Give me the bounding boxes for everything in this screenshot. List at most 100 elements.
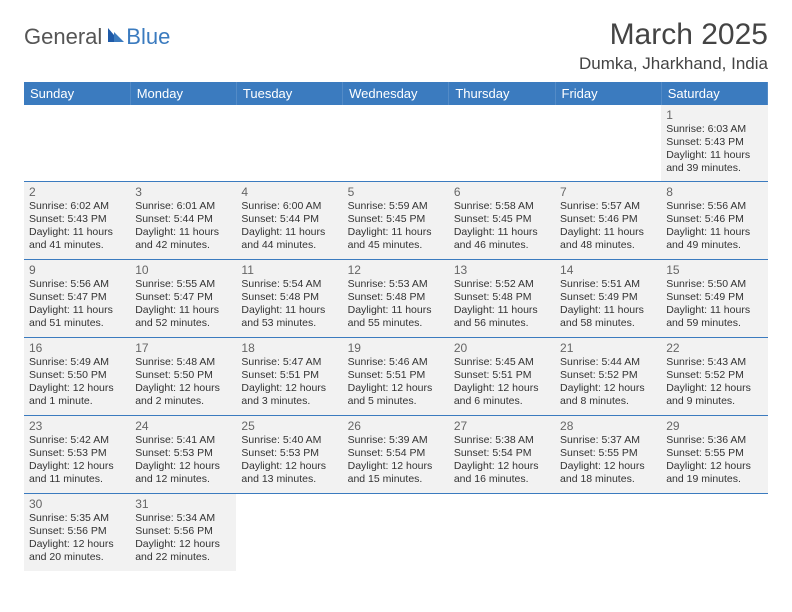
- calendar-cell: 24Sunrise: 5:41 AMSunset: 5:53 PMDayligh…: [130, 415, 236, 493]
- calendar-cell: 31Sunrise: 5:34 AMSunset: 5:56 PMDayligh…: [130, 493, 236, 571]
- day-info: Sunrise: 5:53 AMSunset: 5:48 PMDaylight:…: [348, 278, 444, 331]
- calendar-cell: 21Sunrise: 5:44 AMSunset: 5:52 PMDayligh…: [555, 337, 661, 415]
- day-number: 16: [29, 341, 125, 355]
- day-info: Sunrise: 6:02 AMSunset: 5:43 PMDaylight:…: [29, 200, 125, 253]
- day-info: Sunrise: 5:39 AMSunset: 5:54 PMDaylight:…: [348, 434, 444, 487]
- sunset-text: Sunset: 5:52 PM: [560, 369, 656, 382]
- daylight-text: Daylight: 11 hours and 55 minutes.: [348, 304, 444, 330]
- calendar-cell: 9Sunrise: 5:56 AMSunset: 5:47 PMDaylight…: [24, 259, 130, 337]
- daylight-text: Daylight: 12 hours and 16 minutes.: [454, 460, 550, 486]
- day-number: 21: [560, 341, 656, 355]
- day-number: 6: [454, 185, 550, 199]
- calendar-cell: 3Sunrise: 6:01 AMSunset: 5:44 PMDaylight…: [130, 181, 236, 259]
- calendar-cell: 28Sunrise: 5:37 AMSunset: 5:55 PMDayligh…: [555, 415, 661, 493]
- calendar-row: 1Sunrise: 6:03 AMSunset: 5:43 PMDaylight…: [24, 105, 768, 181]
- sunset-text: Sunset: 5:45 PM: [454, 213, 550, 226]
- day-info: Sunrise: 5:55 AMSunset: 5:47 PMDaylight:…: [135, 278, 231, 331]
- sunset-text: Sunset: 5:45 PM: [348, 213, 444, 226]
- sunset-text: Sunset: 5:51 PM: [348, 369, 444, 382]
- weekday-header: Sunday: [24, 82, 130, 105]
- daylight-text: Daylight: 12 hours and 15 minutes.: [348, 460, 444, 486]
- daylight-text: Daylight: 11 hours and 46 minutes.: [454, 226, 550, 252]
- day-info: Sunrise: 5:38 AMSunset: 5:54 PMDaylight:…: [454, 434, 550, 487]
- calendar-cell: 4Sunrise: 6:00 AMSunset: 5:44 PMDaylight…: [236, 181, 342, 259]
- day-info: Sunrise: 5:44 AMSunset: 5:52 PMDaylight:…: [560, 356, 656, 409]
- location: Dumka, Jharkhand, India: [579, 54, 768, 74]
- daylight-text: Daylight: 12 hours and 19 minutes.: [666, 460, 762, 486]
- sunrise-text: Sunrise: 5:41 AM: [135, 434, 231, 447]
- daylight-text: Daylight: 11 hours and 53 minutes.: [241, 304, 337, 330]
- day-number: 29: [666, 419, 762, 433]
- day-info: Sunrise: 5:56 AMSunset: 5:46 PMDaylight:…: [666, 200, 762, 253]
- day-info: Sunrise: 5:51 AMSunset: 5:49 PMDaylight:…: [560, 278, 656, 331]
- calendar-cell: 19Sunrise: 5:46 AMSunset: 5:51 PMDayligh…: [343, 337, 449, 415]
- daylight-text: Daylight: 12 hours and 11 minutes.: [29, 460, 125, 486]
- sunset-text: Sunset: 5:53 PM: [135, 447, 231, 460]
- calendar-cell: 27Sunrise: 5:38 AMSunset: 5:54 PMDayligh…: [449, 415, 555, 493]
- day-number: 27: [454, 419, 550, 433]
- calendar-cell: 14Sunrise: 5:51 AMSunset: 5:49 PMDayligh…: [555, 259, 661, 337]
- sunrise-text: Sunrise: 6:00 AM: [241, 200, 337, 213]
- day-number: 26: [348, 419, 444, 433]
- sunset-text: Sunset: 5:47 PM: [135, 291, 231, 304]
- daylight-text: Daylight: 11 hours and 52 minutes.: [135, 304, 231, 330]
- day-number: 20: [454, 341, 550, 355]
- sunrise-text: Sunrise: 5:47 AM: [241, 356, 337, 369]
- day-info: Sunrise: 6:00 AMSunset: 5:44 PMDaylight:…: [241, 200, 337, 253]
- sunrise-text: Sunrise: 5:46 AM: [348, 356, 444, 369]
- sunrise-text: Sunrise: 5:56 AM: [29, 278, 125, 291]
- day-info: Sunrise: 5:40 AMSunset: 5:53 PMDaylight:…: [241, 434, 337, 487]
- day-number: 24: [135, 419, 231, 433]
- sunset-text: Sunset: 5:50 PM: [135, 369, 231, 382]
- calendar-cell: 17Sunrise: 5:48 AMSunset: 5:50 PMDayligh…: [130, 337, 236, 415]
- sunset-text: Sunset: 5:49 PM: [560, 291, 656, 304]
- calendar-cell: 7Sunrise: 5:57 AMSunset: 5:46 PMDaylight…: [555, 181, 661, 259]
- calendar-cell: 26Sunrise: 5:39 AMSunset: 5:54 PMDayligh…: [343, 415, 449, 493]
- daylight-text: Daylight: 12 hours and 5 minutes.: [348, 382, 444, 408]
- calendar-cell: 11Sunrise: 5:54 AMSunset: 5:48 PMDayligh…: [236, 259, 342, 337]
- daylight-text: Daylight: 11 hours and 59 minutes.: [666, 304, 762, 330]
- day-info: Sunrise: 5:57 AMSunset: 5:46 PMDaylight:…: [560, 200, 656, 253]
- calendar-cell: 16Sunrise: 5:49 AMSunset: 5:50 PMDayligh…: [24, 337, 130, 415]
- weekday-header-row: Sunday Monday Tuesday Wednesday Thursday…: [24, 82, 768, 105]
- sunset-text: Sunset: 5:54 PM: [348, 447, 444, 460]
- daylight-text: Daylight: 12 hours and 20 minutes.: [29, 538, 125, 564]
- calendar-cell: 22Sunrise: 5:43 AMSunset: 5:52 PMDayligh…: [661, 337, 767, 415]
- sunset-text: Sunset: 5:56 PM: [135, 525, 231, 538]
- calendar-cell: [449, 493, 555, 571]
- day-info: Sunrise: 6:03 AMSunset: 5:43 PMDaylight:…: [666, 123, 762, 176]
- title-block: March 2025 Dumka, Jharkhand, India: [579, 18, 768, 74]
- sunset-text: Sunset: 5:48 PM: [241, 291, 337, 304]
- day-number: 13: [454, 263, 550, 277]
- sunset-text: Sunset: 5:44 PM: [135, 213, 231, 226]
- day-number: 31: [135, 497, 231, 511]
- weekday-header: Friday: [555, 82, 661, 105]
- day-info: Sunrise: 5:48 AMSunset: 5:50 PMDaylight:…: [135, 356, 231, 409]
- daylight-text: Daylight: 11 hours and 41 minutes.: [29, 226, 125, 252]
- sunrise-text: Sunrise: 5:45 AM: [454, 356, 550, 369]
- calendar-row: 30Sunrise: 5:35 AMSunset: 5:56 PMDayligh…: [24, 493, 768, 571]
- weekday-header: Thursday: [449, 82, 555, 105]
- weekday-header: Tuesday: [236, 82, 342, 105]
- day-number: 12: [348, 263, 444, 277]
- sunrise-text: Sunrise: 5:49 AM: [29, 356, 125, 369]
- calendar-cell: [24, 105, 130, 181]
- daylight-text: Daylight: 11 hours and 58 minutes.: [560, 304, 656, 330]
- day-number: 14: [560, 263, 656, 277]
- sunrise-text: Sunrise: 5:42 AM: [29, 434, 125, 447]
- calendar-cell: 15Sunrise: 5:50 AMSunset: 5:49 PMDayligh…: [661, 259, 767, 337]
- daylight-text: Daylight: 12 hours and 13 minutes.: [241, 460, 337, 486]
- sunrise-text: Sunrise: 5:44 AM: [560, 356, 656, 369]
- day-number: 1: [666, 108, 762, 122]
- calendar-cell: 12Sunrise: 5:53 AMSunset: 5:48 PMDayligh…: [343, 259, 449, 337]
- calendar-cell: [555, 105, 661, 181]
- daylight-text: Daylight: 12 hours and 18 minutes.: [560, 460, 656, 486]
- day-number: 19: [348, 341, 444, 355]
- day-number: 3: [135, 185, 231, 199]
- calendar-cell: 10Sunrise: 5:55 AMSunset: 5:47 PMDayligh…: [130, 259, 236, 337]
- day-info: Sunrise: 5:52 AMSunset: 5:48 PMDaylight:…: [454, 278, 550, 331]
- calendar-cell: [236, 105, 342, 181]
- sunrise-text: Sunrise: 6:01 AM: [135, 200, 231, 213]
- logo-text-blue: Blue: [126, 24, 170, 50]
- day-number: 30: [29, 497, 125, 511]
